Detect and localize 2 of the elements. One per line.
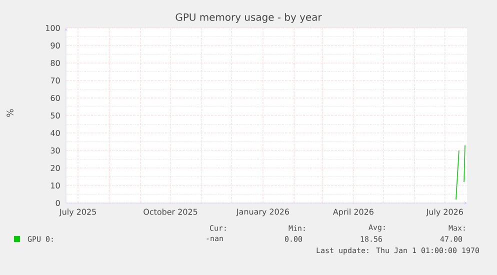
chart-title: GPU memory usage - by year xyxy=(176,13,322,23)
y-axis-title: % xyxy=(6,109,14,117)
